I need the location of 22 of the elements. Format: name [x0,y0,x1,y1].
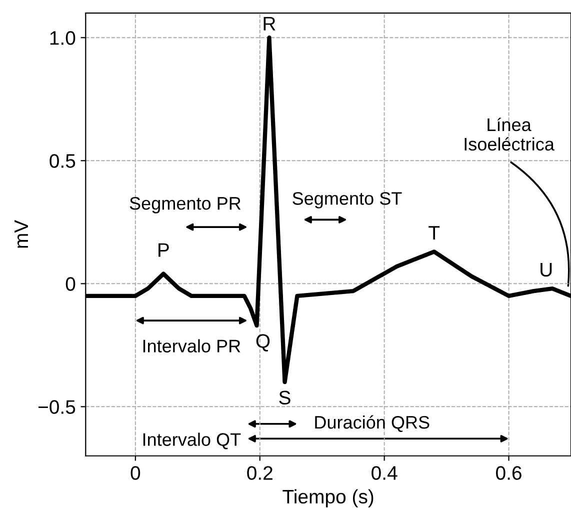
y-tick-label: −0.5 [38,400,76,414]
annotation: Q [256,334,270,352]
annotation: S [279,390,290,405]
x-axis-title: Tiempo (s) [282,489,374,508]
x-tick-label: 0.4 [372,466,398,480]
y-tick-label: 1.0 [50,31,76,45]
annotation: Intervalo PR [143,339,240,352]
annotation: Segmento PR [130,196,241,214]
x-tick-label: 0.2 [247,466,272,480]
annotation: T [428,226,440,240]
annotation: P [158,243,169,257]
annotation: Línea Isoeléctrica [464,118,554,151]
x-tick-label: 0.6 [496,466,522,480]
annotation: U [540,263,552,277]
x-tick-label: 0 [130,466,140,480]
annotation: Intervalo QT [143,432,241,450]
annotation: Segmento ST [292,192,402,208]
annotation: Duración QRS [315,415,430,432]
annotation: R [264,16,276,30]
y-tick-label: 0 [66,277,76,291]
y-tick-label: 0.5 [50,154,76,168]
y-axis-title: mV [14,220,28,248]
